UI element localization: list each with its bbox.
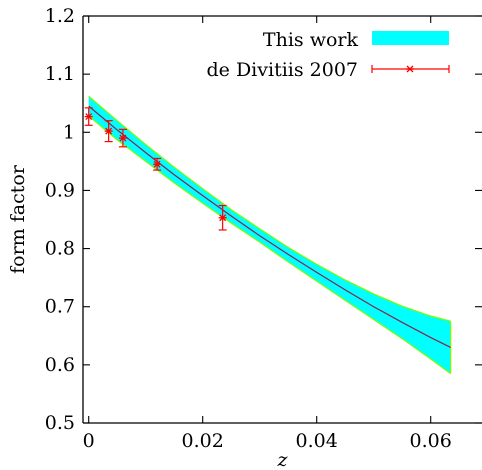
this-work-band-lower-edge <box>88 115 452 375</box>
legend: This work de Divitiis 2007 <box>207 29 450 81</box>
de-divitiis-points-layer <box>84 107 227 231</box>
point-marker <box>153 160 162 168</box>
this-work-band-layer <box>88 95 452 375</box>
de-divitiis-point <box>84 107 93 126</box>
legend-label-this-work: This work <box>263 29 359 51</box>
y-tick-label: 0.8 <box>45 238 75 260</box>
y-tick-label: 1.1 <box>45 63 75 85</box>
point-marker <box>84 113 93 121</box>
legend-label-de-divitiis: de Divitiis 2007 <box>207 59 359 81</box>
tick-labels: 0.5 0.6 0.7 0.8 0.9 1 1.1 1.2 0 0.02 0.04 0.06 <box>45 5 452 452</box>
y-tick-label: 0.7 <box>45 296 75 318</box>
x-tick-label: 0.06 <box>410 430 452 452</box>
this-work-band-upper-edge <box>88 95 451 322</box>
x-axis-title: z <box>276 449 288 470</box>
axes <box>82 15 482 424</box>
this-work-band-fill <box>88 96 451 374</box>
point-marker <box>118 134 127 142</box>
x-tick-label: 0.02 <box>182 430 224 452</box>
y-tick-label: 1.2 <box>45 5 75 27</box>
legend-swatch-de-divitiis <box>371 65 450 73</box>
x-tick-label: 0.04 <box>296 430 338 452</box>
de-divitiis-point <box>104 120 113 143</box>
y-tick-label: 0.5 <box>45 412 75 434</box>
point-marker <box>104 127 113 135</box>
de-divitiis-point <box>153 157 162 171</box>
de-divitiis-point <box>118 128 127 148</box>
this-work-central-line <box>88 105 451 348</box>
x-tick-label: 0 <box>83 430 95 452</box>
y-axis-title: form factor <box>7 164 29 274</box>
legend-swatch-this-work <box>372 31 449 45</box>
y-tick-label: 0.9 <box>45 179 75 201</box>
y-tick-label: 1 <box>63 121 75 143</box>
legend-point-marker <box>406 65 414 73</box>
point-marker <box>218 214 227 222</box>
de-divitiis-point <box>218 204 227 231</box>
y-tick-label: 0.6 <box>45 354 75 376</box>
